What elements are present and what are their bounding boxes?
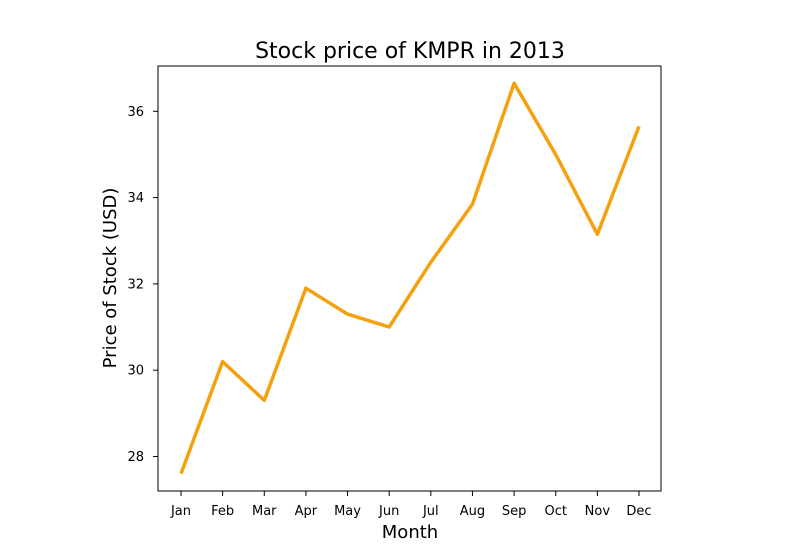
y-axis: 28 30 32 34 36	[127, 105, 158, 465]
x-tick-label: Oct	[544, 504, 566, 519]
x-tick-label: Apr	[295, 504, 318, 519]
x-tick-label: May	[334, 504, 361, 519]
y-tick-label: 30	[127, 364, 144, 379]
series-line	[179, 81, 641, 475]
plot-area-frame	[157, 65, 662, 492]
chart-title: Stock price of KMPR in 2013	[255, 39, 565, 64]
y-tick-label: 32	[127, 277, 144, 292]
x-tick-label: Sep	[502, 504, 527, 519]
x-tick-label: Nov	[585, 504, 611, 519]
y-tick-label: 28	[127, 450, 144, 465]
x-tick-label: Jan	[170, 504, 191, 519]
x-tick-label: Dec	[626, 504, 651, 519]
x-tick-label: Mar	[252, 504, 277, 519]
series-layer	[179, 81, 641, 475]
x-axis: Jan Feb Mar Apr May Jun Jul Aug Sep Oct Nov Dec	[170, 491, 652, 519]
x-axis-title: Month	[382, 522, 438, 543]
y-tick-label: 34	[127, 191, 144, 206]
y-axis-title: Price of Stock (USD)	[100, 188, 121, 369]
x-tick-label: Aug	[460, 504, 485, 519]
y-tick-label: 36	[127, 105, 144, 120]
x-tick-label: Jun	[378, 504, 399, 519]
x-tick-label: Jul	[422, 504, 439, 519]
x-tick-label: Feb	[211, 504, 234, 519]
